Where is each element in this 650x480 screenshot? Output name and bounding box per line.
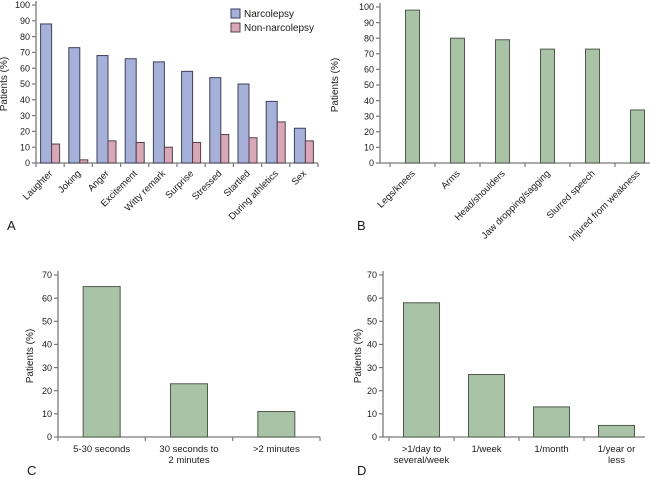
svg-text:90: 90 — [20, 16, 30, 26]
svg-text:100: 100 — [15, 0, 30, 10]
svg-text:0: 0 — [369, 158, 374, 168]
svg-text:40: 40 — [20, 95, 30, 105]
svg-text:20: 20 — [364, 127, 374, 137]
svg-text:70: 70 — [367, 270, 377, 280]
svg-text:Joking: Joking — [56, 168, 83, 195]
svg-text:5-30 seconds: 5-30 seconds — [73, 444, 130, 455]
svg-text:40: 40 — [364, 96, 374, 106]
svg-text:Laughter: Laughter — [21, 168, 55, 202]
panel-a-chart: 0 10 20 30 40 50 60 70 80 90 100 Laughter Joking Ange… — [0, 0, 319, 222]
svg-text:During athletics: During athletics — [227, 168, 281, 222]
panel-d-chart: 0 10 20 30 40 50 60 70 >1/day to several/week 1/we… — [353, 270, 645, 466]
svg-text:Patients (%): Patients (%) — [25, 329, 36, 383]
svg-text:Patients (%): Patients (%) — [0, 57, 10, 111]
svg-text:60: 60 — [367, 293, 377, 303]
panel-b-label: B — [357, 218, 366, 233]
svg-text:0: 0 — [372, 432, 377, 442]
svg-text:50: 50 — [367, 316, 377, 326]
svg-text:20: 20 — [367, 386, 377, 396]
svg-text:10: 10 — [364, 143, 374, 153]
svg-text:Non-narcolepsy: Non-narcolepsy — [244, 23, 314, 34]
svg-text:60: 60 — [364, 65, 374, 75]
svg-text:20: 20 — [42, 386, 52, 396]
svg-text:40: 40 — [42, 340, 52, 350]
svg-text:70: 70 — [20, 48, 30, 58]
svg-text:30 seconds to2 minutes: 30 seconds to 2 minutes — [159, 444, 218, 466]
svg-text:80: 80 — [364, 33, 374, 43]
svg-text:50: 50 — [42, 316, 52, 326]
svg-text:90: 90 — [364, 18, 374, 28]
svg-text:30: 30 — [20, 111, 30, 121]
svg-text:60: 60 — [20, 63, 30, 73]
svg-text:50: 50 — [364, 80, 374, 90]
panel-d-label: D — [357, 463, 367, 478]
svg-text:0: 0 — [25, 158, 30, 168]
svg-text:10: 10 — [42, 409, 52, 419]
svg-text:30: 30 — [364, 111, 374, 121]
svg-text:Sex: Sex — [290, 168, 310, 188]
svg-text:Stressed: Stressed — [190, 168, 224, 202]
svg-text:Legs/knees: Legs/knees — [375, 168, 417, 210]
svg-text:80: 80 — [20, 32, 30, 42]
panel-a-label: A — [7, 218, 16, 233]
svg-text:10: 10 — [20, 142, 30, 152]
svg-text:0: 0 — [47, 432, 52, 442]
svg-text:20: 20 — [20, 127, 30, 137]
svg-text:>2 minutes: >2 minutes — [253, 444, 300, 455]
svg-text:1/week: 1/week — [471, 444, 501, 455]
svg-text:Patients (%): Patients (%) — [330, 58, 341, 112]
svg-text:Patients (%): Patients (%) — [353, 329, 364, 383]
svg-text:100: 100 — [359, 2, 374, 12]
svg-text:1/month: 1/month — [534, 444, 568, 455]
svg-text:70: 70 — [42, 270, 52, 280]
svg-text:10: 10 — [367, 409, 377, 419]
svg-text:Anger: Anger — [86, 168, 112, 194]
svg-text:60: 60 — [42, 293, 52, 303]
svg-text:Arms: Arms — [439, 168, 463, 192]
svg-text:50: 50 — [20, 79, 30, 89]
svg-text:30: 30 — [42, 363, 52, 373]
svg-text:30: 30 — [367, 363, 377, 373]
svg-text:40: 40 — [367, 340, 377, 350]
panel-c-label: C — [27, 463, 37, 478]
panel-c-chart: 0 10 20 30 40 50 60 70 5-30 seconds 30 seconds to… — [25, 270, 321, 466]
svg-text:70: 70 — [364, 49, 374, 59]
svg-text:Narcolepsy: Narcolepsy — [244, 9, 294, 20]
